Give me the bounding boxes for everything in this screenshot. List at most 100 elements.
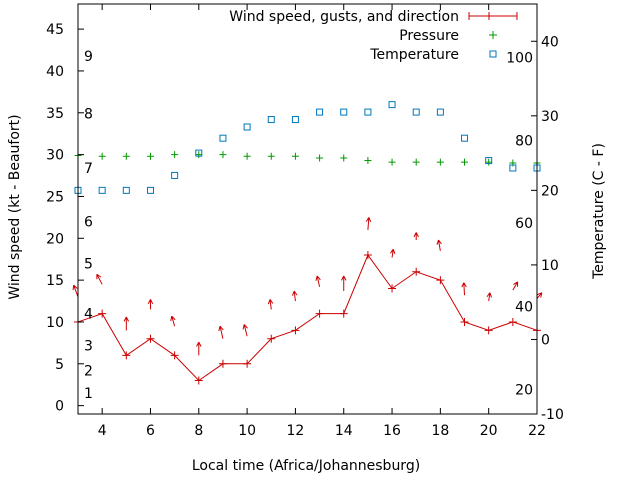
wind-speed-point (339, 309, 348, 318)
y-left-tick-label: 5 (55, 357, 64, 373)
wind-speed-point (267, 334, 276, 343)
x-tick-label: 20 (480, 423, 498, 439)
beaufort-label: 9 (84, 49, 93, 65)
temperature-point (171, 171, 179, 179)
wind-speed-point (122, 351, 131, 360)
y-left-tick-label: 25 (46, 189, 64, 205)
fahrenheit-label: 60 (515, 216, 533, 232)
x-tick-label: 16 (383, 423, 401, 439)
axes-layer: 4 6 8 10 12 14 16 18 20 22051015202530354045-1001… (46, 3, 564, 439)
temperature-point (436, 108, 444, 116)
y-left-tick-label: 10 (46, 315, 64, 331)
pressure-point (98, 152, 106, 160)
gust-arrow (218, 325, 224, 339)
y-left-tick-label: 30 (46, 148, 64, 164)
legend-label-temperature: Temperature (369, 47, 459, 63)
pressure-point (461, 158, 469, 166)
x-tick-label: 12 (287, 423, 305, 439)
temperature-point (243, 123, 251, 131)
y-right-tick-label: -10 (541, 407, 564, 423)
pressure-point (388, 158, 396, 166)
gust-arrow (123, 316, 130, 331)
wind-speed-point (243, 359, 252, 368)
wind-speed-point (170, 351, 179, 360)
x-tick-label: 22 (528, 423, 546, 439)
gust-arrow (341, 275, 347, 291)
y-left-tick-label: 20 (46, 231, 64, 247)
pressure-point (412, 158, 420, 166)
wind-speed-line (77, 253, 538, 382)
beaufort-label: 6 (84, 215, 93, 231)
fahrenheit-label: 20 (515, 382, 533, 398)
wind-speed-point (146, 334, 155, 343)
gust-arrow (72, 284, 79, 298)
legend-label-wind: Wind speed, gusts, and direction (229, 9, 459, 25)
temperature-point (267, 116, 275, 124)
gust-arrow (242, 324, 248, 337)
pressure-point (171, 151, 179, 159)
x-axis-label: Local time (Africa/Johannesburg) (192, 458, 420, 474)
temperature-point (219, 134, 227, 142)
beaufort-label: 7 (84, 161, 93, 177)
y-left-tick-label: 45 (46, 22, 64, 38)
pressure-point (291, 152, 299, 160)
legend-label-pressure: Pressure (399, 28, 459, 44)
x-tick-label: 10 (238, 423, 256, 439)
beaufort-label: 5 (84, 256, 93, 272)
plot-frame (77, 3, 538, 415)
pressure-point (316, 154, 324, 162)
pressure-point (340, 154, 348, 162)
gust-arrow (413, 232, 419, 240)
fahrenheit-label: 80 (515, 133, 533, 149)
gust-arrow (461, 282, 467, 296)
temperature-point (509, 164, 517, 172)
y-right-tick-label: 20 (541, 183, 559, 199)
y-axis-label-left: Wind speed (kt - Beaufort) (7, 114, 23, 299)
temperature-point (364, 108, 372, 116)
gust-arrow (292, 290, 298, 302)
gust-arrow (96, 273, 103, 285)
wind-speed-point (363, 251, 372, 260)
pressure-point (195, 151, 203, 159)
legend: Wind speed, gusts, and direction Pressur… (229, 9, 518, 63)
wind-speed-point (194, 376, 203, 385)
pressure-point (219, 151, 227, 159)
gust-arrow (147, 299, 154, 310)
temperature-point (388, 101, 396, 109)
data-layer (72, 101, 543, 385)
gust-arrow (196, 341, 202, 356)
wind-speed-point (98, 309, 107, 318)
gust-arrow (436, 239, 442, 251)
beaufort-label: 1 (84, 386, 93, 402)
y-axis-label-right: Temperature (C - F) (591, 143, 607, 280)
wind-speed-point (388, 284, 397, 293)
y-right-tick-label: 0 (541, 332, 550, 348)
beaufort-label: 4 (84, 307, 93, 323)
wind-speed-point (484, 326, 493, 335)
y-right-tick-label: 40 (541, 34, 559, 50)
temperature-point (98, 186, 106, 194)
gust-arrow (536, 292, 543, 299)
x-tick-label: 14 (335, 423, 353, 439)
gust-arrow (267, 299, 274, 310)
fahrenheit-label: 40 (515, 300, 533, 316)
x-tick-label: 6 (146, 423, 155, 439)
gust-arrow (486, 292, 492, 302)
legend-sample-temperature (489, 50, 497, 58)
pressure-point (485, 158, 493, 166)
y-left-tick-label: 0 (55, 399, 64, 415)
wind-speed-point (508, 317, 517, 326)
gust-arrow (315, 275, 321, 287)
beaufort-label: 2 (84, 363, 93, 379)
wind-speed-point (436, 276, 445, 285)
x-tick-label: 8 (194, 423, 203, 439)
legend-sample-pressure (489, 31, 497, 39)
wind-speed-point (315, 309, 324, 318)
x-tick-label: 18 (431, 423, 449, 439)
wind-speed-point (291, 326, 300, 335)
y-left-tick-label: 15 (46, 273, 64, 289)
gust-arrow (389, 248, 396, 258)
temperature-point (485, 157, 493, 165)
beaufort-label: 3 (84, 338, 93, 354)
